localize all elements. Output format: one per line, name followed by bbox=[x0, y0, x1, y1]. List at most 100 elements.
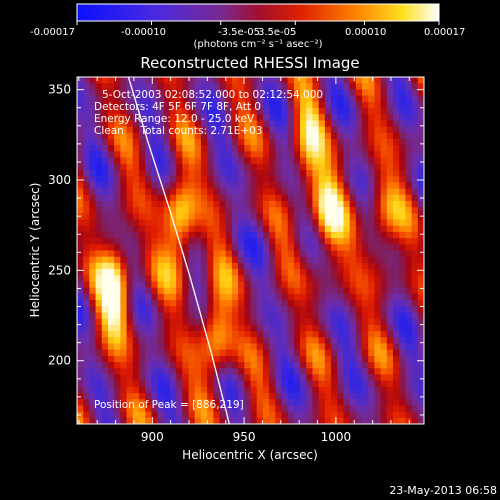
heatmap-cell bbox=[107, 163, 115, 171]
heatmap-cell bbox=[157, 349, 165, 357]
heatmap-cell bbox=[77, 151, 84, 158]
heatmap-cell bbox=[157, 231, 165, 239]
heatmap-cell bbox=[405, 399, 413, 406]
heatmap-cell bbox=[355, 393, 363, 400]
heatmap-cell bbox=[114, 362, 121, 369]
heatmap-cell bbox=[411, 331, 419, 338]
heatmap-cell bbox=[83, 132, 90, 140]
heatmap-cell bbox=[219, 219, 227, 227]
heatmap-cell bbox=[126, 355, 134, 363]
heatmap-cell bbox=[188, 250, 196, 258]
heatmap-cell bbox=[386, 380, 394, 388]
heatmap-cell bbox=[300, 262, 307, 270]
heatmap-cell bbox=[182, 262, 189, 270]
heatmap-cell bbox=[138, 244, 146, 251]
heatmap-cell bbox=[312, 169, 320, 177]
heatmap-cell bbox=[250, 331, 258, 338]
heatmap-cell bbox=[176, 169, 183, 177]
heatmap-cell bbox=[269, 318, 276, 326]
heatmap-cell bbox=[89, 293, 96, 301]
heatmap-cell bbox=[225, 287, 233, 295]
heatmap-cell bbox=[207, 337, 214, 344]
heatmap-cell bbox=[393, 145, 400, 152]
heatmap-cell bbox=[157, 269, 165, 276]
heatmap-cell bbox=[269, 138, 276, 146]
heatmap-cell bbox=[163, 262, 171, 270]
heatmap-cell bbox=[324, 157, 332, 165]
heatmap-cell bbox=[225, 114, 233, 121]
heatmap-cell bbox=[145, 324, 152, 332]
heatmap-cell bbox=[225, 318, 233, 326]
heatmap-cell bbox=[349, 231, 357, 239]
heatmap-cell bbox=[256, 225, 264, 233]
heatmap-cell bbox=[362, 231, 369, 239]
heatmap-cell bbox=[120, 200, 127, 208]
heatmap-cell bbox=[269, 312, 276, 320]
heatmap-cell bbox=[89, 256, 96, 264]
heatmap-cell bbox=[368, 182, 375, 189]
heatmap-cell bbox=[417, 300, 424, 307]
heatmap-cell bbox=[386, 312, 394, 320]
heatmap-cell bbox=[238, 169, 245, 177]
heatmap-cell bbox=[331, 331, 338, 338]
heatmap-cell bbox=[256, 231, 264, 239]
heatmap-cell bbox=[250, 194, 258, 202]
heatmap-cell bbox=[114, 213, 121, 220]
heatmap-cell bbox=[188, 83, 196, 90]
heatmap-cell bbox=[281, 306, 289, 313]
heatmap-cell bbox=[95, 275, 103, 282]
heatmap-cell bbox=[393, 182, 400, 189]
heatmap-cell bbox=[225, 355, 233, 363]
heatmap-cell bbox=[132, 132, 140, 140]
heatmap-cell bbox=[343, 275, 351, 282]
heatmap-cell bbox=[138, 83, 146, 90]
heatmap-cell bbox=[207, 95, 214, 103]
heatmap-cell bbox=[393, 151, 400, 158]
heatmap-cell bbox=[386, 281, 394, 289]
heatmap-cell bbox=[169, 256, 177, 264]
heatmap-cell bbox=[306, 238, 313, 245]
heatmap-cell bbox=[225, 250, 233, 258]
heatmap-cell bbox=[411, 324, 419, 332]
heatmap-cell bbox=[225, 225, 233, 233]
heatmap-cell bbox=[287, 89, 295, 96]
heatmap-cell bbox=[269, 393, 276, 400]
heatmap-cell bbox=[281, 83, 289, 90]
heatmap-cell bbox=[213, 145, 220, 152]
heatmap-cell bbox=[77, 368, 84, 375]
heatmap-cell bbox=[176, 306, 183, 313]
heatmap-cell bbox=[250, 176, 258, 183]
heatmap-cell bbox=[355, 399, 363, 406]
heatmap-cell bbox=[287, 194, 295, 202]
heatmap-cell bbox=[114, 393, 121, 400]
heatmap-cell bbox=[194, 200, 202, 208]
heatmap-cell bbox=[374, 293, 382, 301]
heatmap-cell bbox=[349, 132, 357, 140]
heatmap-cell bbox=[269, 399, 276, 406]
heatmap-cell bbox=[318, 219, 326, 227]
heatmap-cell bbox=[300, 182, 307, 189]
heatmap-cell bbox=[188, 120, 196, 127]
heatmap-cell bbox=[343, 231, 351, 239]
heatmap-cell bbox=[207, 386, 214, 394]
heatmap-cell bbox=[343, 89, 351, 96]
heatmap-cell bbox=[256, 355, 264, 363]
heatmap-cell bbox=[312, 269, 320, 276]
heatmap-cell bbox=[231, 138, 239, 146]
heatmap-cell bbox=[337, 393, 344, 400]
heatmap-cell bbox=[213, 182, 220, 189]
heatmap-cell bbox=[318, 83, 326, 90]
heatmap-cell bbox=[324, 225, 332, 233]
heatmap-cell bbox=[374, 107, 382, 115]
heatmap-cell bbox=[399, 114, 406, 121]
heatmap-cell bbox=[238, 374, 245, 382]
heatmap-cell bbox=[287, 225, 295, 233]
heatmap-cell bbox=[95, 225, 103, 233]
heatmap-cell bbox=[262, 244, 270, 251]
heatmap-cell bbox=[343, 145, 351, 152]
heatmap-cell bbox=[275, 368, 282, 375]
heatmap-cell bbox=[157, 331, 165, 338]
heatmap-cell bbox=[405, 114, 413, 121]
heatmap-cell bbox=[107, 287, 115, 295]
heatmap-cell bbox=[324, 343, 332, 351]
